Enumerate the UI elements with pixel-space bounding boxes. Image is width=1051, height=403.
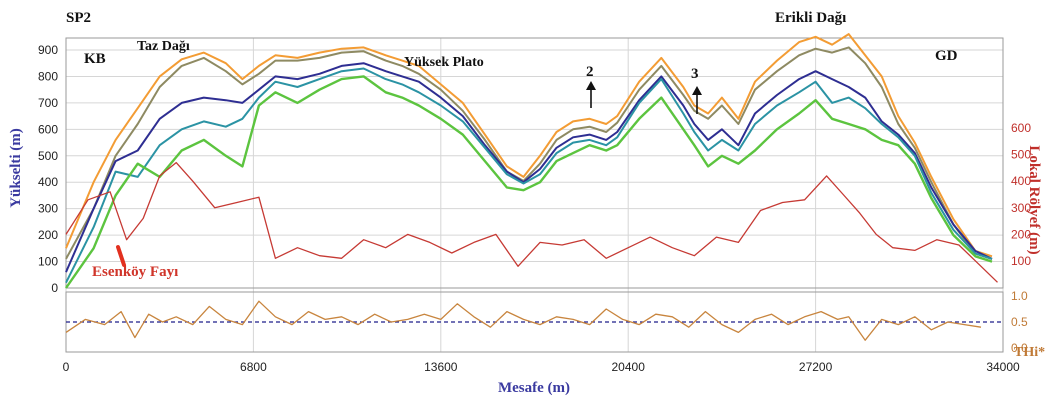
y-tick-label: 600	[38, 122, 58, 136]
y-axis-title: Yükselti (m)	[8, 128, 24, 208]
y2-axis-title: Lokal Rölyef (m)	[1026, 145, 1042, 254]
x-tick-label: 13600	[424, 360, 458, 374]
y-tick-label: 300	[38, 202, 58, 216]
fault-marker	[116, 245, 126, 267]
y-tick-label: 800	[38, 69, 58, 83]
y-tick-label: 900	[38, 43, 58, 57]
upper-panel-frame	[65, 37, 1004, 289]
y2-tick-label: 100	[1011, 254, 1031, 268]
series-line-local-relief	[65, 161, 998, 283]
x-tick-label: 20400	[612, 360, 646, 374]
y2-tick-label: 300	[1011, 201, 1031, 215]
x-tick-label: 0	[63, 360, 70, 374]
series-line-elevation-2	[65, 46, 993, 260]
thi-tick-label: 0.0	[1011, 341, 1028, 355]
x-axis-title: Mesafe (m)	[498, 380, 570, 396]
esenkoy-fayi-label: Esenköy Fayı	[92, 264, 178, 280]
y2-tick-label: 200	[1011, 227, 1031, 241]
arrow-2-icon	[586, 81, 596, 108]
x-tick-label: 27200	[799, 360, 833, 374]
yuksek-plato-label: Yüksek Plato	[404, 55, 484, 70]
thi-series-label: THi*	[1014, 345, 1045, 360]
y-tick-label: 400	[38, 175, 58, 189]
sp2-label: SP2	[66, 10, 91, 26]
y2-tick-label: 600	[1011, 121, 1031, 135]
series-line-elevation-1	[65, 33, 993, 258]
kb-label: KB	[84, 51, 106, 67]
x-tick-label: 6800	[240, 360, 267, 374]
thi-tick-label: 0.5	[1011, 315, 1028, 329]
gd-label: GD	[935, 48, 958, 64]
erikli-dagi-label: Erikli Dağı	[775, 10, 846, 26]
y2-tick-label: 500	[1011, 148, 1031, 162]
series-line-elevation-4	[65, 67, 993, 284]
series-line-elevation-5	[65, 75, 993, 289]
arrow-3-label: 3	[691, 66, 699, 82]
y-tick-label: 200	[38, 228, 58, 242]
thi-tick-label: 1.0	[1011, 289, 1028, 303]
y-tick-label: 0	[51, 281, 58, 295]
arrow-3-icon	[692, 86, 702, 114]
arrow-2-label: 2	[586, 64, 594, 80]
series-lines	[65, 33, 1003, 341]
y-tick-label: 700	[38, 96, 58, 110]
y2-tick-label: 400	[1011, 174, 1031, 188]
x-tick-label: 34000	[986, 360, 1020, 374]
y-tick-label: 500	[38, 149, 58, 163]
series-line-thi	[65, 300, 982, 341]
taz-dagi-label: Taz Dağı	[137, 39, 190, 54]
series-line-elevation-3	[65, 62, 993, 273]
y-tick-label: 100	[38, 255, 58, 269]
